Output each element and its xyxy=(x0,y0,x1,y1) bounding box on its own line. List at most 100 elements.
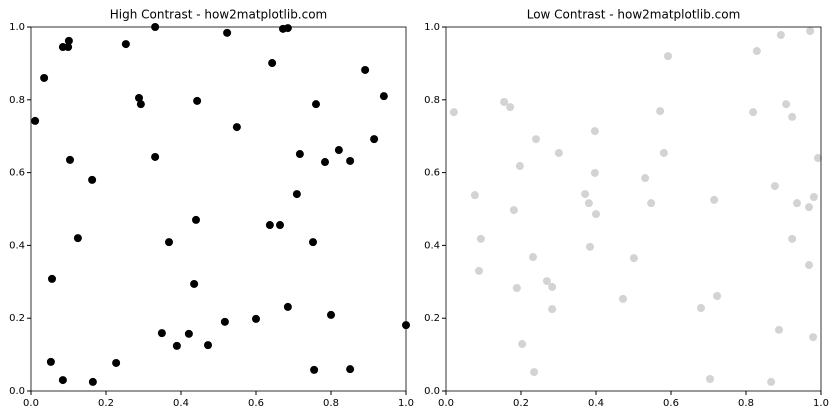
point xyxy=(659,148,668,157)
x-tick-label: 0.0 xyxy=(438,398,454,409)
point xyxy=(788,234,797,243)
point xyxy=(548,282,557,291)
point xyxy=(40,73,49,82)
point xyxy=(805,261,813,270)
point xyxy=(346,365,355,374)
point xyxy=(64,43,73,52)
point xyxy=(449,108,458,117)
point xyxy=(532,135,540,144)
point xyxy=(165,238,173,247)
point xyxy=(283,24,292,33)
point xyxy=(312,100,320,109)
point xyxy=(590,168,599,177)
point xyxy=(370,135,379,144)
point xyxy=(805,203,813,212)
point xyxy=(506,103,515,112)
point xyxy=(361,65,370,74)
point xyxy=(782,100,791,109)
point xyxy=(31,116,40,125)
point xyxy=(268,59,277,68)
point xyxy=(112,358,121,367)
point xyxy=(515,162,524,171)
point xyxy=(379,92,388,101)
point xyxy=(232,123,241,132)
point xyxy=(775,325,783,334)
point xyxy=(809,333,818,342)
x-tick-label: 0.4 xyxy=(173,398,189,409)
point xyxy=(265,221,274,230)
point xyxy=(309,238,317,247)
point xyxy=(276,221,284,230)
y-tick-label: 0.6 xyxy=(424,168,440,179)
y-tick-label: 0.6 xyxy=(9,168,25,179)
point xyxy=(48,274,56,283)
point xyxy=(470,191,479,200)
point xyxy=(73,234,82,243)
point xyxy=(58,376,67,385)
axes-frame xyxy=(445,26,822,392)
y-tick-label: 1.0 xyxy=(9,22,25,33)
point xyxy=(548,305,557,314)
point xyxy=(476,234,485,243)
point xyxy=(500,97,509,106)
chart-title: High Contrast - how2matplotlib.com xyxy=(110,8,328,22)
point xyxy=(586,242,594,251)
x-tick-label: 0.8 xyxy=(323,398,339,409)
point xyxy=(475,266,483,275)
x-tick-label: 0.6 xyxy=(248,398,264,409)
y-tick-label: 0.0 xyxy=(424,386,440,397)
point xyxy=(518,340,527,349)
point xyxy=(647,199,656,208)
y-tick-label: 0.4 xyxy=(9,240,25,251)
point xyxy=(204,341,212,350)
point xyxy=(581,190,590,199)
x-tick-label: 0.4 xyxy=(588,398,604,409)
point xyxy=(706,374,714,383)
point xyxy=(512,283,521,292)
point xyxy=(292,190,301,199)
point xyxy=(788,112,797,121)
point xyxy=(530,368,539,377)
point xyxy=(713,291,722,300)
point xyxy=(136,100,145,109)
x-tick-label: 1.0 xyxy=(813,398,829,409)
x-tick-label: 0.8 xyxy=(738,398,754,409)
point xyxy=(66,155,74,164)
point xyxy=(223,28,232,37)
y-tick-label: 1.0 xyxy=(424,22,440,33)
point xyxy=(334,146,343,155)
point xyxy=(641,174,650,183)
point xyxy=(190,279,199,288)
point xyxy=(619,294,627,303)
point xyxy=(46,357,55,366)
point xyxy=(542,277,551,286)
point xyxy=(327,310,335,319)
point xyxy=(809,192,818,201)
point xyxy=(88,377,97,386)
point xyxy=(710,195,719,204)
point xyxy=(793,199,801,208)
point xyxy=(656,107,665,116)
point xyxy=(584,199,593,208)
point xyxy=(752,47,761,56)
point xyxy=(592,210,600,219)
point xyxy=(193,96,202,105)
point xyxy=(770,182,779,191)
point xyxy=(767,377,776,386)
point xyxy=(346,156,355,165)
point xyxy=(509,206,518,215)
y-tick-label: 0.8 xyxy=(424,95,440,106)
y-tick-label: 0.2 xyxy=(424,313,440,324)
point xyxy=(529,253,537,262)
x-tick-label: 1.0 xyxy=(398,398,414,409)
y-tick-label: 0.0 xyxy=(9,386,25,397)
point xyxy=(135,93,143,102)
point xyxy=(806,27,815,36)
point xyxy=(172,341,181,350)
point xyxy=(321,158,329,167)
point xyxy=(776,31,785,40)
x-tick-label: 0.2 xyxy=(513,398,529,409)
point xyxy=(64,36,73,45)
point xyxy=(252,314,260,323)
point xyxy=(220,317,229,326)
